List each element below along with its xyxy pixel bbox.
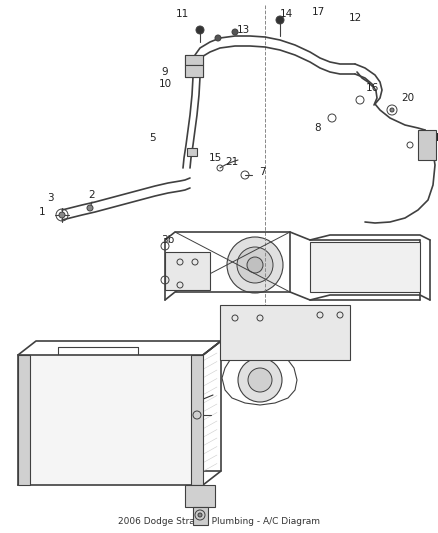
Bar <box>187 148 197 156</box>
Circle shape <box>248 368 272 392</box>
Bar <box>193 507 208 525</box>
Text: 3b: 3b <box>161 235 175 245</box>
Text: 1: 1 <box>39 207 45 217</box>
Circle shape <box>238 358 282 402</box>
Text: 15: 15 <box>208 153 222 163</box>
Circle shape <box>360 252 380 272</box>
Text: 23: 23 <box>33 457 46 467</box>
Text: 21: 21 <box>226 157 239 167</box>
Bar <box>310 242 420 292</box>
Text: 7: 7 <box>259 167 265 177</box>
Bar <box>185 55 203 77</box>
Circle shape <box>237 247 273 283</box>
Text: 3: 3 <box>47 193 53 203</box>
Circle shape <box>227 237 283 293</box>
Text: 9: 9 <box>162 67 168 77</box>
Bar <box>185 65 203 77</box>
Bar <box>191 355 203 485</box>
Text: 16: 16 <box>365 83 378 93</box>
Bar <box>185 485 215 507</box>
Text: 20: 20 <box>402 93 414 103</box>
Circle shape <box>198 513 202 517</box>
Circle shape <box>196 26 204 34</box>
Circle shape <box>215 35 221 41</box>
Text: 13: 13 <box>237 25 250 35</box>
Circle shape <box>390 108 394 112</box>
Circle shape <box>87 205 93 211</box>
Bar <box>185 55 203 65</box>
Text: 2: 2 <box>88 190 95 200</box>
Bar <box>220 305 350 360</box>
Circle shape <box>232 29 238 35</box>
Text: 8: 8 <box>314 123 321 133</box>
Text: 5: 5 <box>148 133 155 143</box>
Text: 12: 12 <box>348 13 362 23</box>
Text: 18: 18 <box>433 133 438 143</box>
Bar <box>165 252 210 290</box>
Text: 2006 Dodge Stratus Plumbing - A/C Diagram: 2006 Dodge Stratus Plumbing - A/C Diagra… <box>118 518 320 527</box>
Text: 10: 10 <box>159 79 172 89</box>
Text: 22: 22 <box>43 477 57 487</box>
Bar <box>18 355 203 485</box>
Bar <box>418 130 436 160</box>
Circle shape <box>352 244 388 280</box>
Text: 11: 11 <box>175 9 189 19</box>
Text: 14: 14 <box>279 9 293 19</box>
Circle shape <box>276 16 284 24</box>
Bar <box>18 355 30 485</box>
Text: 17: 17 <box>311 7 325 17</box>
Circle shape <box>247 257 263 273</box>
Circle shape <box>59 212 65 218</box>
